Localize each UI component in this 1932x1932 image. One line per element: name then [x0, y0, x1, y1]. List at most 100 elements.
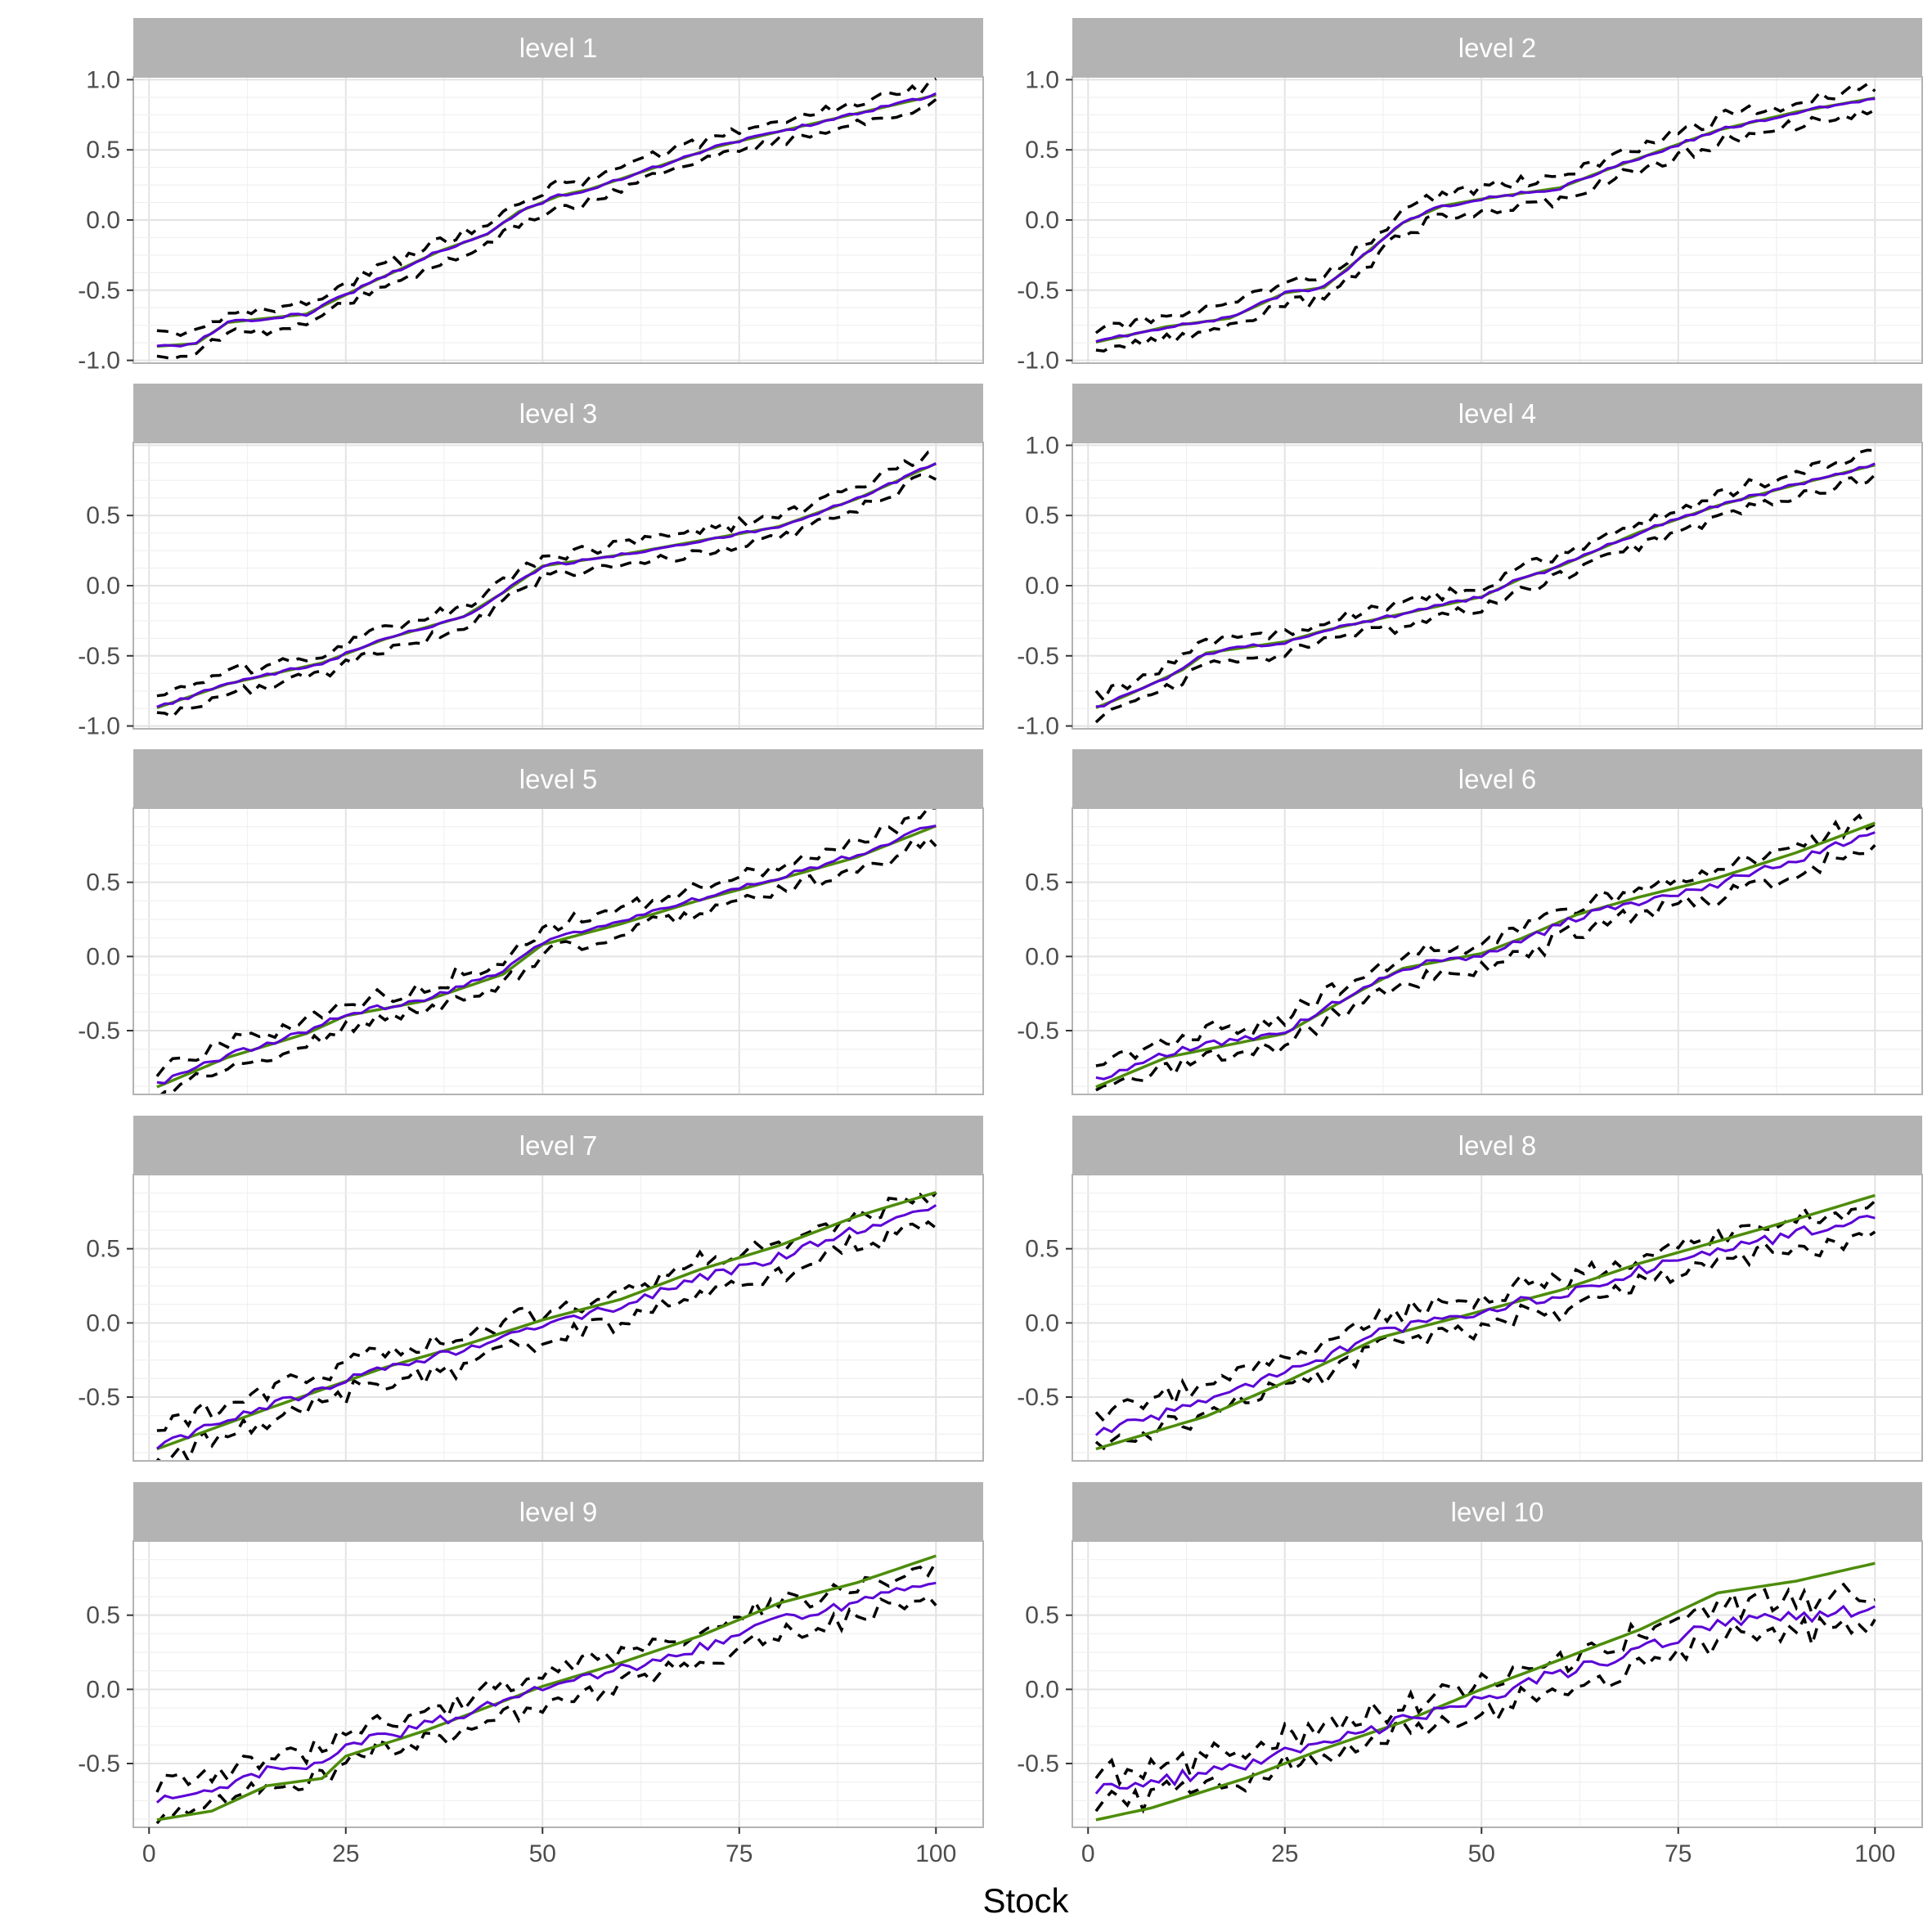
estimate-line: [155, 1581, 937, 1804]
y-tick-label: -0.5: [78, 1018, 120, 1045]
panel-level-8: level 8 0.5 0.0 -0.5: [1017, 1116, 1923, 1462]
panel-grid: [133, 1175, 983, 1461]
upper-bound-line: [1094, 448, 1876, 703]
true-value-line: [156, 1191, 937, 1451]
x-tick-label: 0: [142, 1840, 156, 1867]
y-tick-label: 1.0: [1025, 432, 1059, 459]
panel-border: [133, 1174, 984, 1462]
panel-strip: [1072, 384, 1922, 443]
panel-strip-label: level 3: [519, 398, 597, 429]
y-tick-label: 0.0: [86, 1676, 120, 1703]
x-tick-label: 0: [1081, 1840, 1095, 1867]
y-tick-label: 0.5: [86, 869, 120, 896]
true-value-line: [156, 1554, 937, 1822]
panel-grid: [133, 808, 983, 1094]
x-axis-title: Stock: [982, 1881, 1069, 1920]
panel-series: [156, 77, 937, 361]
panel-strip-label: level 7: [519, 1130, 597, 1161]
lower-bound-line: [159, 835, 937, 1094]
panel-level-6: level 6 0.5 0.0 -0.5: [1017, 749, 1923, 1095]
upper-bound-line: [156, 450, 937, 698]
estimate-line: [1095, 97, 1876, 343]
lower-bound-line: [1095, 843, 1876, 1092]
y-tick-label: 0.5: [86, 1602, 120, 1629]
panel-grid: [1072, 443, 1922, 729]
panel-border: [133, 807, 984, 1095]
y-tick-label: 0.5: [1025, 1236, 1059, 1263]
panel-border: [1072, 1540, 1923, 1828]
y-tick-label: 0.0: [1025, 1310, 1059, 1337]
y-tick-label: 0.0: [86, 1310, 120, 1337]
y-tick-label: -1.0: [1017, 713, 1059, 740]
upper-bound-line: [1094, 82, 1876, 335]
panel-level-2: level 2 1.0 0.5 0.0 -0.5 -1.0: [1017, 18, 1923, 375]
panel-series: [1094, 1561, 1876, 1822]
panel-strip-label: level 1: [519, 33, 597, 63]
estimate-line: [156, 92, 937, 348]
panel-grid: [1072, 1175, 1922, 1461]
lower-bound-line: [1094, 474, 1876, 724]
y-tick-label: -0.5: [1017, 1018, 1059, 1045]
true-value-line: [156, 824, 937, 1089]
y-tick-label: 1.0: [1025, 66, 1059, 93]
x-tick-label: 100: [1854, 1840, 1895, 1867]
y-tick-label: -0.5: [1017, 1750, 1059, 1777]
x-tick-label: 25: [332, 1840, 359, 1867]
estimate-line: [156, 824, 937, 1085]
panel-strip-label: level 6: [1458, 764, 1536, 794]
lower-bound-line: [1095, 108, 1876, 353]
y-tick-label: -1.0: [78, 713, 120, 740]
panel-strip: [133, 1116, 983, 1175]
y-tick-label: 0.5: [86, 502, 120, 529]
true-value-line: [1095, 821, 1876, 1089]
panel-series: [156, 450, 937, 719]
upper-bound-line: [1094, 1200, 1876, 1423]
lower-bound-line: [1094, 1615, 1876, 1814]
panel-level-7: level 7 0.5 0.0 -0.5: [78, 1116, 984, 1462]
x-tick-label: 75: [1665, 1840, 1692, 1867]
panel-grid: [1072, 808, 1922, 1094]
estimate-line: [1094, 1215, 1876, 1436]
panel-level-1: level 1 1.0 0.5 0.0 -0.5 -1.0: [78, 18, 984, 375]
panel-strip: [1072, 1482, 1922, 1541]
panel-series: [1094, 448, 1876, 724]
y-tick-label: 0.5: [1025, 1602, 1059, 1629]
estimate-line: [155, 1204, 937, 1450]
panel-level-4: level 4 1.0 0.5 0.0 -0.5 -1.0: [1017, 384, 1923, 740]
estimate-line: [1095, 462, 1876, 708]
x-tick-label: 75: [726, 1840, 753, 1867]
panel-strip: [133, 18, 983, 77]
panel-strip: [133, 749, 983, 808]
panel-strip: [1072, 749, 1922, 808]
y-tick-label: 0.5: [1025, 137, 1059, 164]
panel-grid: [133, 443, 983, 729]
panel-series: [1094, 82, 1876, 353]
panel-level-9: level 9 0.5 0.0 -0.5 0 25 50 75 100: [78, 1482, 984, 1867]
panel-strip-label: level 4: [1458, 398, 1536, 429]
y-tick-label: 0.0: [86, 573, 120, 600]
y-tick-label: 0.0: [1025, 573, 1059, 600]
panel-strip-label: level 5: [519, 764, 597, 794]
y-tick-label: -0.5: [78, 1384, 120, 1411]
y-tick-label: 0.0: [1025, 1676, 1059, 1703]
lower-bound-line: [1094, 1230, 1876, 1451]
y-tick-label: -1.0: [78, 348, 120, 375]
upper-bound-line: [155, 1561, 937, 1793]
panel-series: [1095, 813, 1876, 1092]
y-tick-label: -0.5: [1017, 277, 1059, 304]
x-tick-label: 100: [915, 1840, 956, 1867]
true-value-line: [1095, 1561, 1876, 1822]
upper-bound-line: [1095, 813, 1876, 1067]
panel-grid: [133, 77, 983, 363]
y-tick-label: 0.5: [1025, 869, 1059, 896]
panel-grid: [1072, 1541, 1922, 1827]
lower-bound-line: [155, 1220, 937, 1461]
x-tick-label: 50: [529, 1840, 556, 1867]
y-tick-label: 1.0: [86, 66, 120, 93]
upper-bound-line: [155, 808, 937, 1077]
panel-series: [155, 808, 937, 1094]
panel-series: [1094, 1193, 1876, 1451]
panel-strip-label: level 8: [1458, 1130, 1536, 1161]
estimate-line: [1095, 831, 1876, 1081]
panel-strip-label: level 2: [1458, 33, 1536, 63]
